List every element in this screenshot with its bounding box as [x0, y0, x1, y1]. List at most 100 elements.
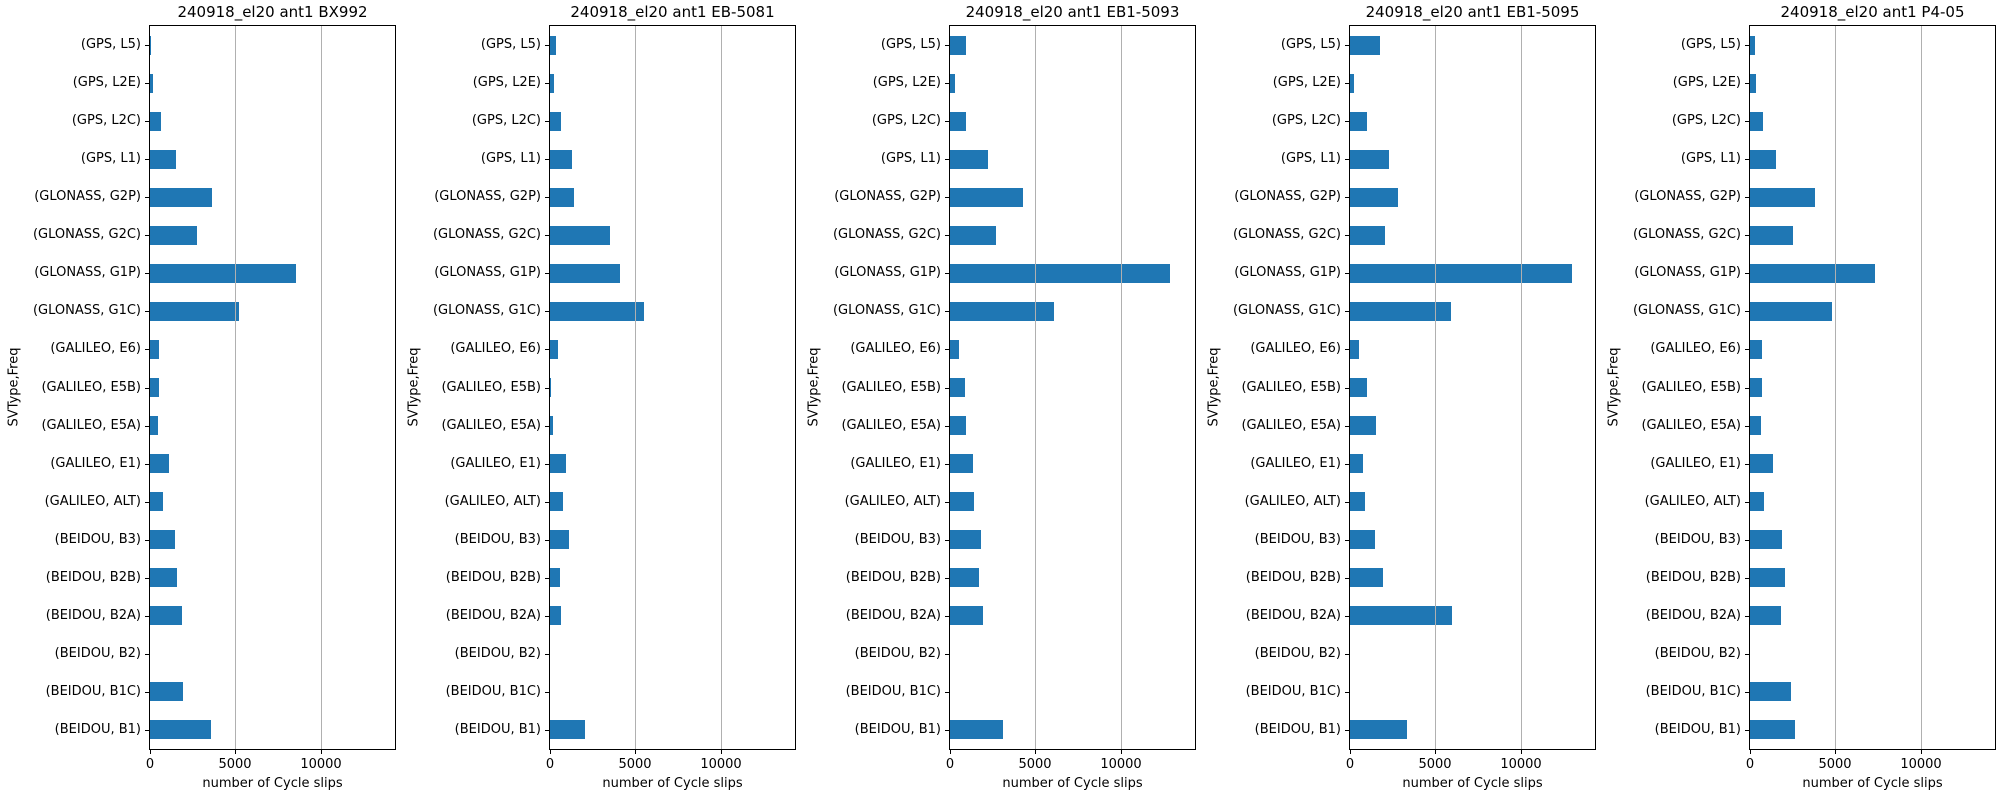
bar [550, 36, 556, 55]
bar [950, 112, 966, 131]
bar [1750, 188, 1815, 207]
x-tick-label: 10000 [1900, 757, 1942, 772]
x-tick-label: 0 [945, 757, 955, 772]
bar [150, 682, 183, 701]
chart-title: 240918_el20 ant1 BX992 [177, 3, 368, 21]
y-tick-mark [945, 502, 949, 503]
y-tick-mark [1345, 273, 1349, 274]
y-tick-mark [145, 426, 149, 427]
x-tick-mark [1835, 750, 1836, 754]
bar [1750, 492, 1764, 511]
y-tick-label: (BEIDOU, B1C) [45, 684, 141, 699]
bar [950, 302, 1054, 321]
bar [550, 264, 620, 283]
x-tick-label: 5000 [1418, 757, 1452, 772]
y-tick-label: (GLONASS, G1P) [834, 265, 941, 280]
y-axis-label: SVType,Freq [406, 347, 422, 427]
y-tick-label: (BEIDOU, B3) [1254, 532, 1341, 547]
bar [150, 720, 211, 739]
plot-area [549, 25, 796, 750]
bar [1350, 150, 1389, 169]
y-tick-label: (GALILEO, E5B) [41, 380, 141, 395]
y-tick-label: (GPS, L2E) [1272, 75, 1341, 90]
y-tick-label: (BEIDOU, B1) [854, 722, 941, 737]
y-tick-mark [1745, 83, 1749, 84]
bar [150, 36, 151, 55]
x-tick-mark [321, 750, 322, 754]
y-tick-mark [945, 121, 949, 122]
y-tick-mark [1345, 45, 1349, 46]
gridline [1121, 26, 1122, 749]
y-tick-label: (GALILEO, E6) [1250, 341, 1341, 356]
bar [550, 340, 558, 359]
y-tick-mark [1345, 464, 1349, 465]
bar [550, 568, 560, 587]
y-tick-label: (BEIDOU, B1) [1254, 722, 1341, 737]
y-tick-mark [945, 692, 949, 693]
y-tick-label: (GPS, L5) [480, 37, 541, 52]
y-tick-label: (GALILEO, ALT) [444, 494, 541, 509]
y-tick-mark [945, 349, 949, 350]
y-tick-mark [1345, 159, 1349, 160]
y-tick-mark [1745, 540, 1749, 541]
bar [950, 264, 1170, 283]
bar [550, 302, 644, 321]
x-tick-mark [550, 750, 551, 754]
y-tick-label: (GPS, L2E) [72, 75, 141, 90]
y-tick-label: (GPS, L5) [80, 37, 141, 52]
x-tick-label: 5000 [218, 757, 252, 772]
bar [1750, 530, 1782, 549]
x-tick-label: 10000 [700, 757, 742, 772]
bar [1350, 378, 1367, 397]
x-tick-label: 0 [145, 757, 155, 772]
y-tick-label: (BEIDOU, B2A) [1645, 608, 1741, 623]
y-tick-mark [145, 540, 149, 541]
y-tick-label: (GALILEO, E1) [850, 456, 941, 471]
y-tick-label: (GPS, L2E) [872, 75, 941, 90]
y-tick-label: (BEIDOU, B1) [454, 722, 541, 737]
bar [950, 74, 955, 93]
y-tick-label: (BEIDOU, B2A) [845, 608, 941, 623]
bar [1750, 720, 1795, 739]
gridline [1921, 26, 1922, 749]
y-tick-label: (GPS, L1) [80, 151, 141, 166]
y-tick-label: (GPS, L2C) [471, 113, 541, 128]
bar [550, 226, 610, 245]
y-tick-label: (GALILEO, E5A) [1241, 418, 1341, 433]
y-axis-label: SVType,Freq [806, 347, 822, 427]
bar [950, 36, 966, 55]
x-axis-label: number of Cycle slips [202, 776, 343, 791]
chart-title: 240918_el20 ant1 EB-5081 [570, 3, 775, 21]
x-axis-label: number of Cycle slips [1402, 776, 1543, 791]
y-tick-mark [1745, 235, 1749, 236]
y-tick-label: (GPS, L5) [1680, 37, 1741, 52]
y-tick-mark [1345, 654, 1349, 655]
bar [150, 302, 239, 321]
y-tick-mark [1345, 388, 1349, 389]
bar [1350, 264, 1572, 283]
bar [1750, 150, 1776, 169]
y-tick-label: (BEIDOU, B2A) [1245, 608, 1341, 623]
y-tick-label: (BEIDOU, B2) [854, 646, 941, 661]
x-tick-mark [1521, 750, 1522, 754]
bar [1750, 378, 1762, 397]
bar [1750, 302, 1832, 321]
y-tick-label: (GLONASS, G1C) [32, 303, 141, 318]
x-tick-label: 5000 [1018, 757, 1052, 772]
y-tick-mark [545, 45, 549, 46]
y-tick-mark [945, 388, 949, 389]
gridline [1435, 26, 1436, 749]
bar [1750, 682, 1791, 701]
y-tick-label: (GPS, L2C) [1671, 113, 1741, 128]
y-tick-label: (GLONASS, G1C) [432, 303, 541, 318]
y-tick-label: (BEIDOU, B3) [54, 532, 141, 547]
y-tick-label: (GPS, L2E) [1672, 75, 1741, 90]
y-tick-mark [1345, 502, 1349, 503]
y-tick-label: (GALILEO, ALT) [844, 494, 941, 509]
y-tick-label: (BEIDOU, B1) [54, 722, 141, 737]
y-tick-mark [1745, 159, 1749, 160]
y-tick-label: (GALILEO, E5A) [441, 418, 541, 433]
y-tick-mark [1745, 578, 1749, 579]
y-tick-mark [945, 159, 949, 160]
y-tick-mark [945, 730, 949, 731]
